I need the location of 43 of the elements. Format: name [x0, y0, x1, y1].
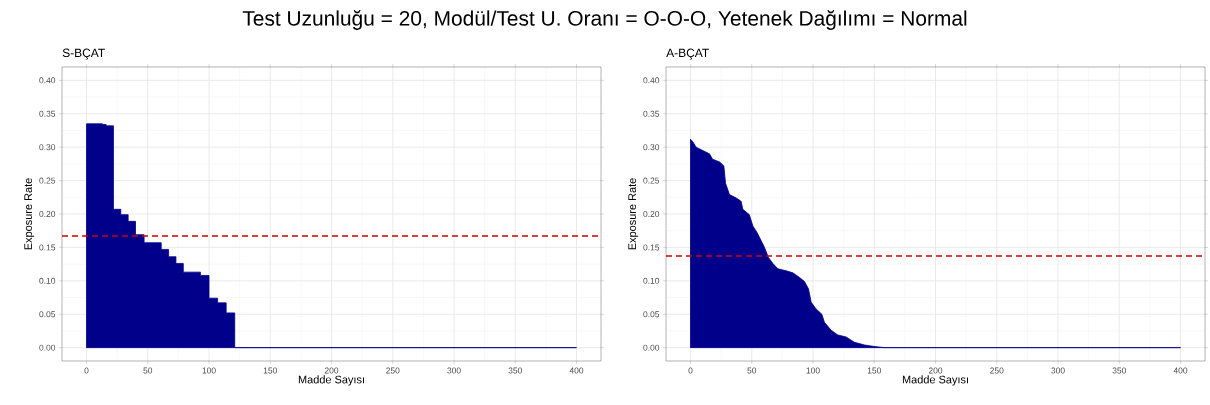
x-tick-label: 200: [324, 367, 339, 374]
y-tick-label: 0.25: [643, 177, 660, 184]
x-tick-label: 250: [990, 367, 1004, 374]
y-axis-title: Exposure Rate: [628, 178, 639, 250]
x-axis-title: Madde Sayısı: [902, 375, 968, 386]
x-tick-label: 400: [1173, 367, 1188, 374]
chart-subtitle: S-BÇAT: [62, 48, 105, 60]
x-tick-label: 200: [928, 367, 943, 374]
x-tick-label: 0: [84, 367, 89, 374]
y-tick-label: 0.35: [39, 110, 56, 117]
x-axis-title: Madde Sayısı: [298, 375, 364, 386]
y-tick-label: 0.10: [39, 277, 56, 284]
chart-title: Test Uzunluğu = 20, Modül/Test U. Oranı = O-O-O, Yetenek Dağılımı = Normal: [242, 10, 967, 30]
y-tick-label: 0.05: [643, 311, 660, 318]
y-tick-label: 0.35: [643, 110, 660, 117]
x-tick-label: 350: [508, 367, 522, 374]
y-tick-label: 0.15: [643, 244, 660, 251]
y-tick-label: 0.10: [643, 277, 660, 284]
x-tick-label: 400: [569, 367, 584, 374]
x-tick-label: 50: [747, 367, 757, 374]
x-tick-label: 350: [1112, 367, 1126, 374]
y-tick-label: 0.05: [39, 311, 56, 318]
x-tick-label: 150: [867, 367, 881, 374]
y-tick-label: 0.20: [39, 211, 56, 217]
y-tick-label: 0.20: [643, 211, 660, 217]
x-tick-label: 300: [1051, 367, 1065, 374]
y-tick-label: 0.00: [643, 344, 660, 351]
y-tick-label: 0.30: [39, 144, 56, 151]
chart-subtitle: A-BÇAT: [666, 48, 709, 60]
x-tick-label: 50: [143, 367, 153, 374]
x-tick-label: 100: [202, 367, 216, 374]
y-tick-label: 0.15: [39, 244, 56, 251]
x-tick-label: 0: [688, 367, 693, 374]
x-tick-label: 150: [263, 367, 277, 374]
x-tick-label: 300: [447, 367, 461, 374]
y-axis-title: Exposure Rate: [24, 178, 35, 250]
y-tick-label: 0.30: [643, 144, 660, 151]
y-tick-label: 0.25: [39, 177, 56, 184]
y-tick-label: 0.00: [39, 344, 56, 351]
y-tick-label: 0.40: [643, 77, 660, 84]
x-tick-label: 250: [386, 367, 400, 374]
x-tick-label: 100: [806, 367, 820, 374]
y-tick-label: 0.40: [39, 77, 56, 84]
